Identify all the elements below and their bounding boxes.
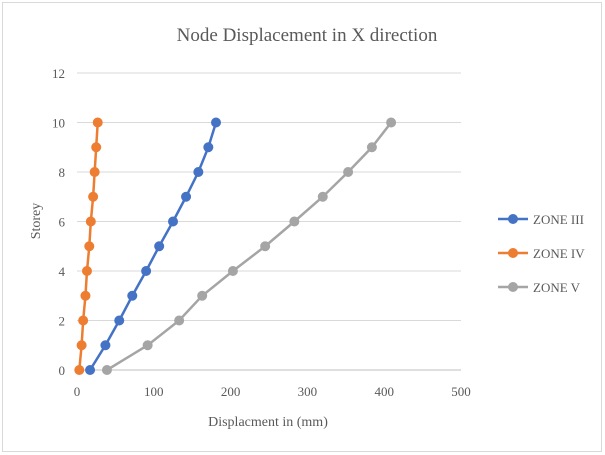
y-tick-label: 4 [59,264,66,279]
legend-label-zone-iv: ZONE IV [533,246,585,261]
x-tick-label: 300 [298,384,318,399]
legend-marker-zone-iv [508,248,518,258]
data-point-zone-iv [84,241,95,252]
data-point-zone-iv [74,365,85,375]
data-point-zone-iv [85,216,96,227]
data-point-zone-iii [193,167,204,177]
data-point-zone-iv [92,117,103,128]
data-point-zone-iii [181,191,192,202]
legend-marker-zone-v [508,282,518,292]
data-point-zone-iv [80,290,91,301]
y-tick-label: 10 [52,116,65,131]
y-tick-label: 2 [59,314,66,329]
data-point-zone-v [260,241,271,252]
data-point-zone-iv [89,167,100,177]
x-tick-label: 200 [221,384,241,399]
data-point-zone-v [227,266,238,276]
x-tick-label: 500 [451,384,471,399]
series-line-zone-iii [88,122,218,371]
y-tick-label: 8 [59,165,66,180]
data-point-zone-iv [88,191,99,202]
x-tick-label: 0 [74,384,81,399]
data-point-zone-iv [76,340,87,351]
x-axis: 0 100 200 300 400 500 [74,384,471,399]
series-group [74,117,397,375]
data-point-zone-v [386,117,397,128]
data-point-zone-iii [211,117,222,128]
x-tick-label: 400 [374,384,394,399]
x-tick-label: 100 [144,384,164,399]
data-point-zone-v [343,167,354,177]
data-point-zone-iii [168,216,178,227]
y-tick-label: 6 [59,215,66,230]
data-point-zone-v [289,216,300,227]
data-point-zone-v [142,340,153,351]
data-point-zone-iii [154,241,165,252]
data-point-zone-v [366,142,377,153]
series-line-zone-v [106,121,393,372]
data-point-zone-iii [203,142,214,153]
legend-label-zone-v: ZONE V [533,280,581,295]
y-axis: 0 2 4 6 8 10 12 [52,66,66,378]
y-tick-label: 12 [52,66,65,81]
data-point-zone-iii [85,365,96,375]
data-point-zone-v [174,315,185,326]
legend-marker-zone-iii [508,214,518,224]
data-point-zone-v [101,365,112,375]
legend-label-zone-iii: ZONE III [533,212,584,227]
x-axis-label: Displacment in (mm) [208,415,328,430]
y-axis-label: Storey [29,203,44,240]
data-point-zone-iv [91,142,102,153]
y-tick-label: 0 [59,363,66,378]
chart-title: Node Displacement in X direction [177,25,438,46]
data-point-zone-iii [100,340,111,351]
legend: ZONE III ZONE IV ZONE V [498,212,585,295]
data-point-zone-iv [78,315,89,326]
data-point-zone-iv [81,266,92,276]
data-point-zone-v [317,191,328,202]
data-point-zone-iii [127,290,138,301]
data-point-zone-iii [114,315,125,326]
data-point-zone-iii [141,266,152,276]
data-point-zone-v [197,290,208,301]
gridlines [77,72,461,371]
